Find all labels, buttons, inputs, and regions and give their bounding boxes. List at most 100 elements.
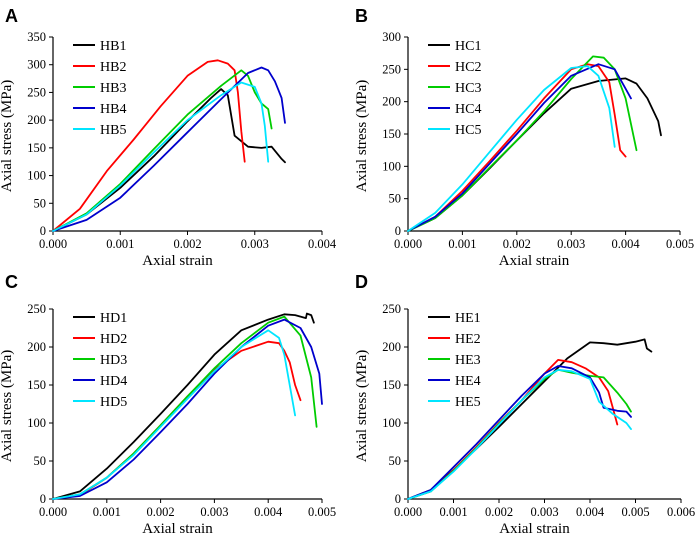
series-line-hc4 (407, 63, 632, 232)
x-tick-label: 0.005 (666, 237, 694, 251)
y-tick-label: 150 (382, 378, 401, 392)
series-line-he4 (407, 365, 632, 500)
legend-label: HB2 (100, 60, 126, 75)
x-tick-label: 0.001 (106, 237, 134, 251)
x-tick-label: 0.003 (530, 505, 558, 519)
y-tick-label: 150 (27, 378, 46, 392)
y-tick-label: 150 (382, 127, 401, 141)
legend-label: HB1 (100, 39, 126, 54)
chart-panel-a: A 0.000 0.001 0.002 0.003 0.004 0 50 100 150 200 25… (0, 6, 337, 269)
legend-label: HD2 (100, 332, 127, 347)
series-line-hd5 (52, 329, 297, 500)
x-axis-title: Axial strain (142, 253, 213, 269)
y-tick-label: 250 (27, 302, 46, 316)
y-tick-label: 50 (389, 454, 402, 468)
x-tick-label: 0.000 (394, 505, 422, 519)
x-tick-label: 0.001 (93, 505, 121, 519)
y-axis-title: Axial stress (MPa) (354, 350, 370, 463)
series-line-hc5 (407, 65, 616, 232)
y-tick-label: 300 (382, 30, 401, 44)
legend-label: HE1 (455, 311, 481, 326)
legend-label: HE5 (455, 395, 481, 410)
x-axis-title: Axial strain (142, 521, 213, 537)
series-line-hb4 (52, 66, 286, 232)
y-axis-title: Axial stress (MPa) (0, 80, 15, 193)
x-tick-label: 0.000 (39, 505, 67, 519)
x-tick-label: 0.003 (200, 505, 228, 519)
legend-label: HE2 (455, 332, 481, 347)
legend-label: HD5 (100, 395, 127, 410)
chart-panel-d: D 0.000 0.001 0.002 0.003 0.004 0.005 0.006 0 50 1… (354, 272, 695, 537)
y-axis-title: Axial stress (MPa) (354, 80, 370, 193)
x-axis-title: Axial strain (499, 253, 570, 269)
y-tick-label: 250 (382, 62, 401, 76)
y-tick-label: 0 (40, 492, 46, 506)
y-tick-label: 100 (382, 159, 401, 173)
series-line-hc2 (407, 63, 627, 232)
x-tick-label: 0.000 (39, 237, 67, 251)
legend-label: HC4 (455, 102, 481, 117)
y-tick-label: 350 (27, 30, 46, 44)
x-tick-label: 0.003 (241, 237, 269, 251)
y-axis-title: Axial stress (MPa) (0, 350, 15, 463)
y-tick-label: 0 (40, 224, 46, 238)
y-tick-label: 100 (27, 169, 46, 183)
y-tick-label: 250 (27, 85, 46, 99)
series-line-hb3 (52, 69, 273, 232)
legend-label: HC5 (455, 123, 481, 138)
series-line-he5 (407, 368, 632, 500)
series-line-hb5 (52, 81, 270, 232)
series-line-hb2 (52, 59, 246, 232)
legend-label: HC3 (455, 81, 481, 96)
legend-label: HB4 (100, 102, 126, 117)
x-tick-label: 0.004 (308, 237, 337, 251)
legend-label: HE3 (455, 353, 481, 368)
series-line-hb1 (52, 88, 286, 232)
y-tick-label: 50 (389, 192, 402, 206)
x-axis-title: Axial strain (499, 521, 570, 537)
legend-label: HE4 (455, 374, 481, 389)
y-tick-label: 50 (34, 454, 47, 468)
y-tick-label: 150 (27, 141, 46, 155)
legend-label: HD3 (100, 353, 127, 368)
legend-label: HD4 (100, 374, 127, 389)
panel-letter: B (355, 6, 368, 26)
panel-letter: A (5, 6, 18, 26)
x-tick-label: 0.002 (503, 237, 531, 251)
legend-label: HB5 (100, 123, 126, 138)
y-tick-label: 200 (382, 95, 401, 109)
chart-panel-c: C 0.000 0.001 0.002 0.003 0.004 0.005 0 50 100 150… (0, 272, 336, 537)
x-tick-label: 0.004 (254, 505, 283, 519)
panel-letter: C (5, 272, 18, 292)
x-tick-label: 0.003 (557, 237, 585, 251)
y-tick-label: 200 (382, 340, 401, 354)
y-tick-label: 200 (27, 340, 46, 354)
x-tick-label: 0.005 (621, 505, 649, 519)
panel-letter: D (355, 272, 368, 292)
y-tick-label: 300 (27, 58, 46, 72)
y-tick-label: 0 (395, 492, 401, 506)
x-tick-label: 0.000 (394, 237, 422, 251)
legend-label: HC2 (455, 60, 481, 75)
x-tick-label: 0.006 (667, 505, 695, 519)
y-tick-label: 100 (382, 416, 401, 430)
legend-label: HB3 (100, 81, 126, 96)
legend-label: HD1 (100, 311, 127, 326)
y-tick-label: 200 (27, 113, 46, 127)
y-tick-label: 100 (27, 416, 46, 430)
x-tick-label: 0.001 (448, 237, 476, 251)
x-tick-label: 0.004 (576, 505, 605, 519)
y-tick-label: 0 (395, 224, 401, 238)
y-tick-label: 250 (382, 302, 401, 316)
y-tick-label: 50 (34, 196, 47, 210)
series-line-hd2 (52, 340, 302, 500)
x-tick-label: 0.002 (485, 505, 513, 519)
x-tick-label: 0.001 (439, 505, 467, 519)
x-tick-label: 0.002 (173, 237, 201, 251)
x-tick-label: 0.004 (612, 237, 641, 251)
x-tick-label: 0.002 (147, 505, 175, 519)
legend-label: HC1 (455, 39, 481, 54)
chart-panel-b: B 0.000 0.001 0.002 0.003 0.004 0.005 0 50 100 150… (354, 6, 694, 269)
x-tick-label: 0.005 (308, 505, 336, 519)
series-line-hd1 (52, 312, 315, 500)
